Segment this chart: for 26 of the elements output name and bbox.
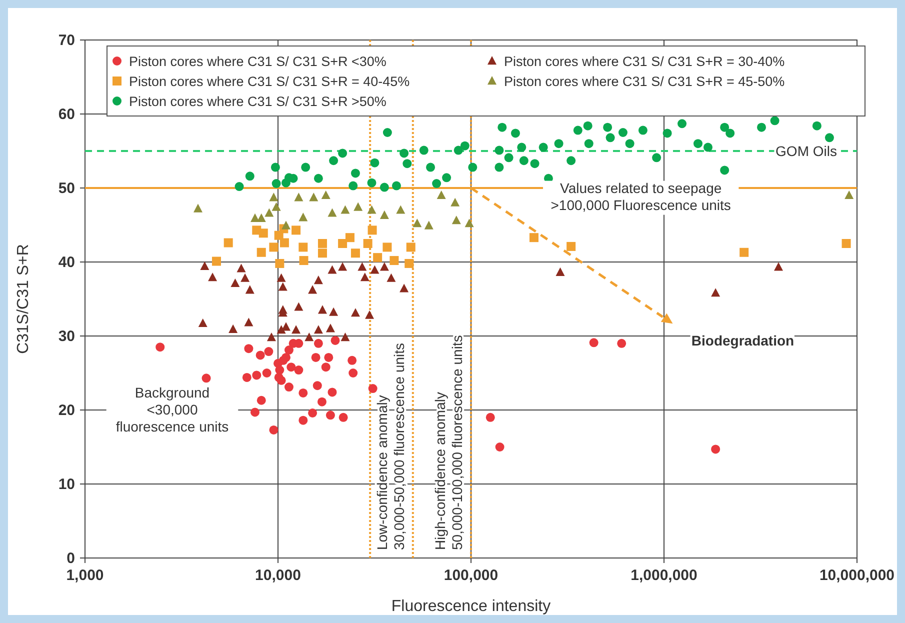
annotation: Background <30,000 fluorescence units — [116, 384, 229, 434]
x-tick-label: 10,000,000 — [819, 567, 895, 584]
legend-label: Piston cores where C31 S/ C31 S+R >50% — [129, 94, 386, 109]
y-tick-label: 40 — [58, 254, 75, 271]
legend-label: Piston cores where C31 S/ C31 S+R = 30-40% — [504, 54, 785, 69]
x-tick-label: 10,000 — [255, 567, 301, 584]
annotation: Biodegradation — [691, 332, 794, 349]
y-axis-title: C31S/C31 S+R — [15, 244, 32, 354]
ref-line-label: High-confidence anomaly 50,000-100,000 fluorescence units — [432, 335, 465, 550]
y-tick-label: 10 — [58, 476, 75, 493]
y-tick-label: 0 — [66, 550, 75, 567]
y-tick-label: 30 — [58, 328, 75, 345]
x-axis-title: Fluorescence intensity — [391, 598, 551, 615]
ref-line-label: Low-confidence anomaly 30,000-50,000 fluorescence units — [374, 342, 407, 550]
legend-label: Piston cores where C31 S/ C31 S+R = 40-45% — [129, 74, 410, 89]
legend-label: Piston cores where C31 S/ C31 S+R <30% — [129, 54, 386, 69]
ref-line-label: GOM Oils — [776, 143, 837, 159]
x-tick-label: 100,000 — [444, 567, 498, 584]
y-tick-label: 20 — [58, 402, 75, 419]
annotation: Values related to seepage >100,000 Fluorescence units — [550, 180, 731, 213]
x-tick-label: 1,000,000 — [630, 567, 698, 584]
x-tick-label: 1,000 — [66, 567, 104, 584]
y-tick-label: 50 — [58, 180, 75, 197]
y-tick-label: 60 — [58, 106, 75, 123]
legend-label: Piston cores where C31 S/ C31 S+R = 45-50% — [504, 74, 785, 89]
y-tick-label: 70 — [58, 32, 75, 49]
